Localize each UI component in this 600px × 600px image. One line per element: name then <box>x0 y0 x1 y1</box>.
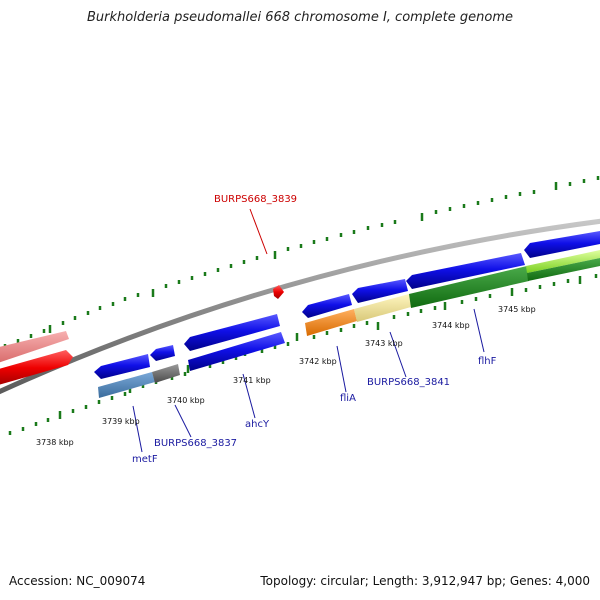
tick-label: 3741 kbp <box>233 376 271 385</box>
cds-arrow[interactable] <box>406 253 525 289</box>
feature-red-left[interactable] <box>0 350 73 386</box>
cds-arrow[interactable] <box>524 231 600 258</box>
gene-labels: metF BURPS668_3837 ahcY fliA BURPS668_38… <box>132 356 497 465</box>
tick-label: 3745 kbp <box>498 305 536 314</box>
gene-label-flhF[interactable]: flhF <box>478 356 497 367</box>
gene-bar[interactable] <box>527 258 600 281</box>
gene-bar[interactable] <box>152 364 180 383</box>
gene-bar[interactable] <box>409 266 529 308</box>
tick-label: 3740 kbp <box>167 396 205 405</box>
accession-text: Accession: NC_009074 <box>9 574 146 588</box>
cds-arrow[interactable] <box>94 354 150 379</box>
gene-bar[interactable] <box>305 309 357 336</box>
cds-arrow[interactable] <box>352 279 408 303</box>
feature-label-leader <box>249 208 268 255</box>
inner-tick-ring <box>8 274 598 435</box>
gene-label-metF[interactable]: metF <box>132 454 158 465</box>
map-title: Burkholderia pseudomallei 668 chromosome… <box>86 10 514 25</box>
genome-summary-text: Topology: circular; Length: 3,912,947 bp… <box>260 574 590 588</box>
cds-arrow[interactable] <box>188 332 285 371</box>
feature-pink-left[interactable] <box>0 331 69 364</box>
cds-arrow[interactable] <box>150 345 175 361</box>
gene-bar[interactable] <box>98 372 155 398</box>
gene-bar[interactable] <box>354 294 411 322</box>
tick-labels: 3738 kbp 3739 kbp 3740 kbp 3741 kbp 3742… <box>36 305 536 447</box>
tick-label: 3739 kbp <box>102 417 140 426</box>
tick-label: 3743 kbp <box>365 339 403 348</box>
backbone-track <box>0 218 600 395</box>
outer-tick-ring <box>3 176 600 348</box>
feature-red-marker[interactable] <box>273 285 284 299</box>
cds-arrow[interactable] <box>302 294 352 318</box>
cds-arrow[interactable] <box>184 314 280 351</box>
gene-label-fliA[interactable]: fliA <box>340 393 356 404</box>
label-leaders <box>132 308 485 453</box>
feature-label-burps668-3839[interactable]: BURPS668_3839 <box>214 194 297 205</box>
gene-label-ahcY[interactable]: ahcY <box>245 419 270 430</box>
tick-label: 3738 kbp <box>36 438 74 447</box>
gene-label-burps668-3837[interactable]: BURPS668_3837 <box>154 438 237 449</box>
tick-label: 3742 kbp <box>299 357 337 366</box>
tick-label: 3744 kbp <box>432 321 470 330</box>
gene-label-burps668-3841[interactable]: BURPS668_3841 <box>367 377 450 388</box>
gene-bar[interactable] <box>526 250 600 273</box>
